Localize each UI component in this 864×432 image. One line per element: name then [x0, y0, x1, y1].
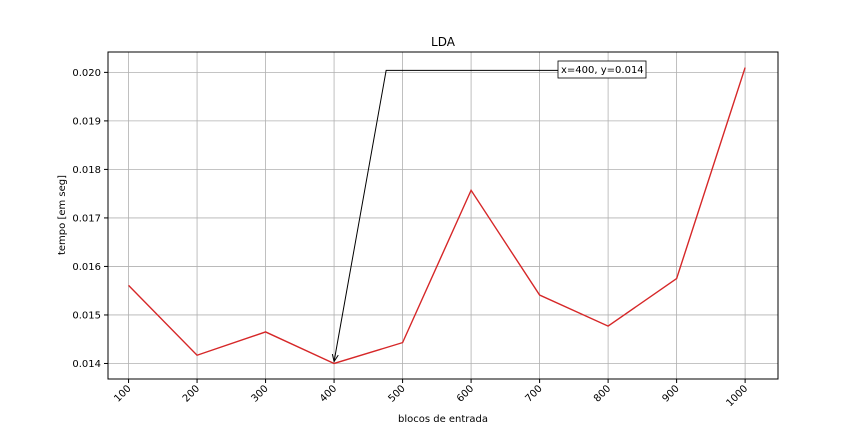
annotation-label: x=400, y=0.014 [561, 65, 644, 76]
x-tick-label: 1000 [724, 383, 750, 409]
x-tick-label: 500 [386, 383, 407, 404]
y-tick-label: 0.020 [72, 68, 101, 79]
series-line [128, 67, 746, 365]
x-axis-ticks: 100 200 300 400 500 600 700 800 900 1000 [112, 379, 750, 409]
annotation-box [557, 60, 647, 79]
y-tick-label: 0.018 [72, 165, 101, 176]
x-axis-label: blocos de entrada [398, 414, 488, 425]
x-tick-label: 900 [660, 383, 681, 404]
x-tick-label: 800 [592, 383, 613, 404]
annotation-arrowhead [331, 353, 339, 363]
x-tick-label: 200 [181, 383, 202, 404]
y-tick-label: 0.015 [72, 310, 101, 321]
chart-title: LDA [431, 35, 456, 49]
grid-lines [108, 52, 778, 379]
series-layer [128, 67, 746, 365]
x-tick-label: 100 [112, 383, 133, 404]
y-tick-label: 0.016 [72, 262, 101, 273]
annotation-arrow-line [333, 69, 558, 362]
plot-frame [107, 51, 779, 380]
x-tick-label: 400 [318, 383, 339, 404]
y-tick-label: 0.017 [72, 213, 101, 224]
x-tick-label: 600 [455, 383, 476, 404]
x-tick-label: 700 [523, 383, 544, 404]
y-tick-label: 0.019 [72, 116, 101, 127]
y-axis-ticks: 0.014 0.015 0.016 0.017 0.018 0.019 0.020 [72, 68, 108, 370]
x-tick-label: 300 [249, 383, 270, 404]
y-tick-label: 0.014 [72, 359, 101, 370]
y-axis-label: tempo [em seg] [57, 175, 68, 255]
annotation: x=400, y=0.014 [331, 60, 647, 363]
